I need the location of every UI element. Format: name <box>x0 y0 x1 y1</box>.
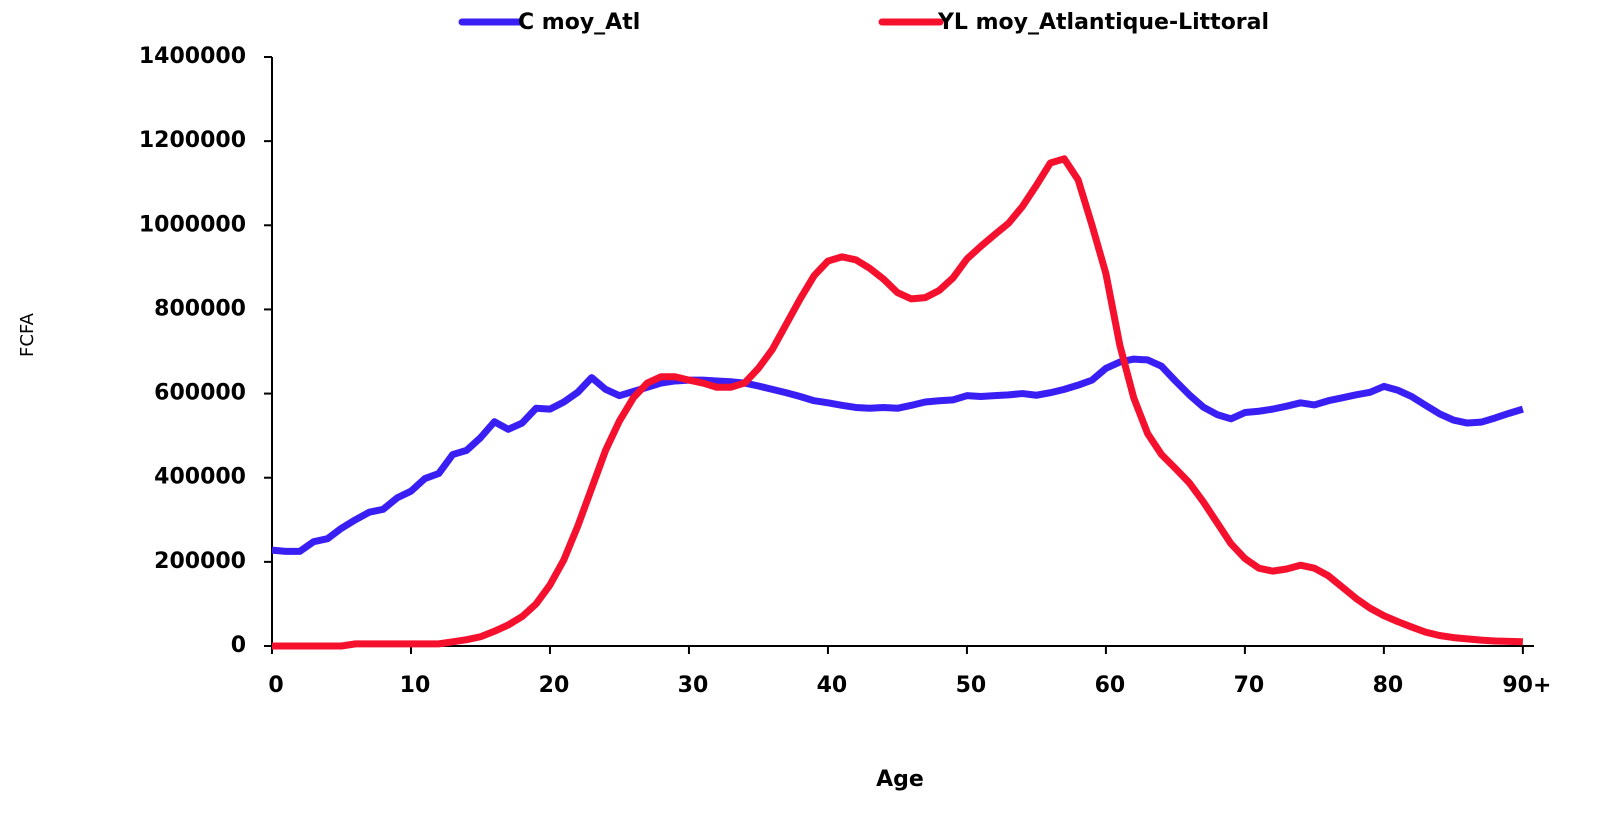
y-tick-label: 1400000 <box>139 44 246 69</box>
line-series <box>272 155 1523 650</box>
y-tick-label: 600000 <box>154 381 246 406</box>
x-tick-label: 0 <box>268 673 283 698</box>
y-tick-label: 800000 <box>154 296 246 321</box>
x-tick-label: 60 <box>1095 673 1126 698</box>
x-tick-label: 50 <box>956 673 987 698</box>
x-tick-label: 30 <box>678 673 709 698</box>
legend-label: C moy_Atl <box>518 10 640 35</box>
x-tick-label: 80 <box>1373 673 1404 698</box>
x-tick-label: 20 <box>539 673 570 698</box>
y-tick-label: 1000000 <box>139 212 246 237</box>
y-tick-label: 200000 <box>154 549 246 574</box>
y-tick-label: 0 <box>231 633 246 658</box>
x-tick-label: 70 <box>1234 673 1265 698</box>
y-tick-label: 1200000 <box>139 128 246 153</box>
x-axis-label: Age <box>876 767 924 792</box>
x-tick-label: 40 <box>817 673 848 698</box>
x-tick-label: 10 <box>400 673 431 698</box>
y-tick-label: 400000 <box>154 465 246 490</box>
line-series <box>271 355 1524 555</box>
legend-label: YL moy_Atlantique-Littoral <box>937 10 1269 35</box>
x-tick-label: 90+ <box>1502 673 1551 698</box>
y-axis-label: FCFA <box>17 312 38 357</box>
